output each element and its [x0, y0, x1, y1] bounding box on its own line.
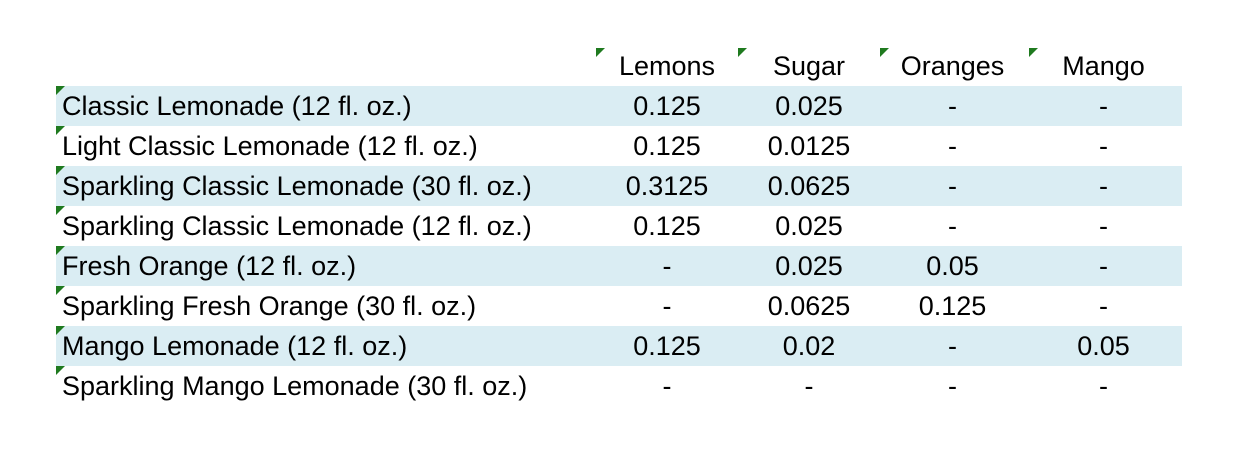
lemons-cell[interactable]: - — [662, 371, 672, 401]
table-row: Sparkling Fresh Orange (30 fl. oz.) - 0.… — [56, 286, 1182, 326]
header-label-lemons: Lemons — [618, 51, 716, 81]
sugar-cell[interactable]: 0.0125 — [767, 131, 851, 161]
product-name: Light Classic Lemonade (12 fl. oz.) — [62, 131, 478, 161]
comment-marker-icon[interactable] — [56, 286, 65, 295]
comment-marker-icon[interactable] — [56, 86, 65, 95]
product-name: Sparkling Classic Lemonade (30 fl. oz.) — [62, 171, 532, 201]
lemons-cell[interactable]: 0.3125 — [625, 171, 709, 201]
lemons-cell[interactable]: 0.125 — [633, 211, 701, 241]
comment-marker-icon[interactable] — [1029, 48, 1038, 57]
sugar-cell[interactable]: 0.025 — [775, 251, 843, 281]
header-label-mango: Mango — [1062, 51, 1145, 81]
lemons-cell[interactable]: - — [662, 291, 672, 321]
table-row: Sparkling Classic Lemonade (12 fl. oz.) … — [56, 206, 1182, 246]
product-name-cell[interactable]: Sparkling Classic Lemonade (30 fl. oz.) — [56, 166, 596, 206]
product-name-cell[interactable]: Sparkling Mango Lemonade (30 fl. oz.) — [56, 366, 596, 406]
comment-marker-icon[interactable] — [56, 166, 65, 175]
oranges-cell[interactable]: - — [948, 331, 957, 361]
mango-cell[interactable]: - — [1099, 211, 1108, 241]
comment-marker-icon[interactable] — [56, 126, 65, 135]
product-name: Fresh Orange (12 fl. oz.) — [62, 251, 357, 281]
mango-cell[interactable]: - — [1099, 251, 1108, 281]
table-row: Sparkling Classic Lemonade (30 fl. oz.) … — [56, 166, 1182, 206]
mango-cell[interactable]: - — [1099, 131, 1108, 161]
sugar-cell[interactable]: 0.0625 — [767, 291, 851, 321]
header-cell-oranges[interactable]: Oranges — [880, 46, 1025, 86]
oranges-cell[interactable]: - — [948, 91, 957, 121]
comment-marker-icon[interactable] — [738, 48, 747, 57]
recipe-table: Lemons Sugar Oranges Mango Classic Lemon… — [56, 46, 1182, 406]
table-row: Classic Lemonade (12 fl. oz.) 0.125 0.02… — [56, 86, 1182, 126]
comment-marker-icon[interactable] — [880, 48, 889, 57]
sugar-cell[interactable]: 0.02 — [782, 331, 836, 361]
oranges-cell[interactable]: - — [948, 171, 957, 201]
comment-marker-icon[interactable] — [56, 246, 65, 255]
oranges-cell[interactable]: - — [948, 131, 957, 161]
table-row: Mango Lemonade (12 fl. oz.) 0.125 0.02 -… — [56, 326, 1182, 366]
sugar-cell[interactable]: 0.025 — [775, 91, 843, 121]
mango-cell[interactable]: - — [1099, 91, 1108, 121]
comment-marker-icon[interactable] — [56, 206, 65, 215]
comment-marker-icon[interactable] — [596, 48, 605, 57]
product-name-cell[interactable]: Light Classic Lemonade (12 fl. oz.) — [56, 126, 596, 166]
product-name-cell[interactable]: Fresh Orange (12 fl. oz.) — [56, 246, 596, 286]
product-name: Sparkling Mango Lemonade (30 fl. oz.) — [62, 371, 528, 401]
header-row: Lemons Sugar Oranges Mango — [56, 46, 1182, 86]
lemons-cell[interactable]: 0.125 — [633, 131, 701, 161]
header-cell-lemons[interactable]: Lemons — [596, 46, 738, 86]
mango-cell[interactable]: - — [1099, 291, 1108, 321]
oranges-cell[interactable]: - — [948, 371, 957, 401]
product-name: Sparkling Fresh Orange (30 fl. oz.) — [62, 291, 477, 321]
table-row: Fresh Orange (12 fl. oz.) - 0.025 0.05 - — [56, 246, 1182, 286]
table-row: Light Classic Lemonade (12 fl. oz.) 0.12… — [56, 126, 1182, 166]
product-name-cell[interactable]: Classic Lemonade (12 fl. oz.) — [56, 86, 596, 126]
header-cell-mango[interactable]: Mango — [1025, 46, 1182, 86]
product-name-cell[interactable]: Mango Lemonade (12 fl. oz.) — [56, 326, 596, 366]
product-name: Mango Lemonade (12 fl. oz.) — [62, 331, 408, 361]
sugar-cell[interactable]: 0.025 — [775, 211, 843, 241]
oranges-cell[interactable]: 0.05 — [926, 251, 979, 281]
header-label-oranges: Oranges — [900, 51, 1005, 81]
mango-cell[interactable]: - — [1099, 171, 1108, 201]
mango-cell[interactable]: - — [1099, 371, 1108, 401]
sugar-cell[interactable]: 0.0625 — [767, 171, 851, 201]
header-cell-sugar[interactable]: Sugar — [738, 46, 880, 86]
product-name: Sparkling Classic Lemonade (12 fl. oz.) — [62, 211, 532, 241]
product-name-cell[interactable]: Sparkling Fresh Orange (30 fl. oz.) — [56, 286, 596, 326]
oranges-cell[interactable]: - — [948, 211, 957, 241]
product-name: Classic Lemonade (12 fl. oz.) — [62, 91, 412, 121]
lemons-cell[interactable]: - — [662, 251, 672, 281]
lemons-cell[interactable]: 0.125 — [633, 331, 701, 361]
mango-cell[interactable]: 0.05 — [1077, 331, 1130, 361]
table-row: Sparkling Mango Lemonade (30 fl. oz.) - … — [56, 366, 1182, 406]
comment-marker-icon[interactable] — [56, 326, 65, 335]
comment-marker-icon[interactable] — [56, 366, 65, 375]
sugar-cell[interactable]: - — [804, 371, 814, 401]
product-name-cell[interactable]: Sparkling Classic Lemonade (12 fl. oz.) — [56, 206, 596, 246]
header-label-sugar: Sugar — [772, 51, 846, 81]
oranges-cell[interactable]: 0.125 — [918, 291, 987, 321]
lemons-cell[interactable]: 0.125 — [633, 91, 701, 121]
